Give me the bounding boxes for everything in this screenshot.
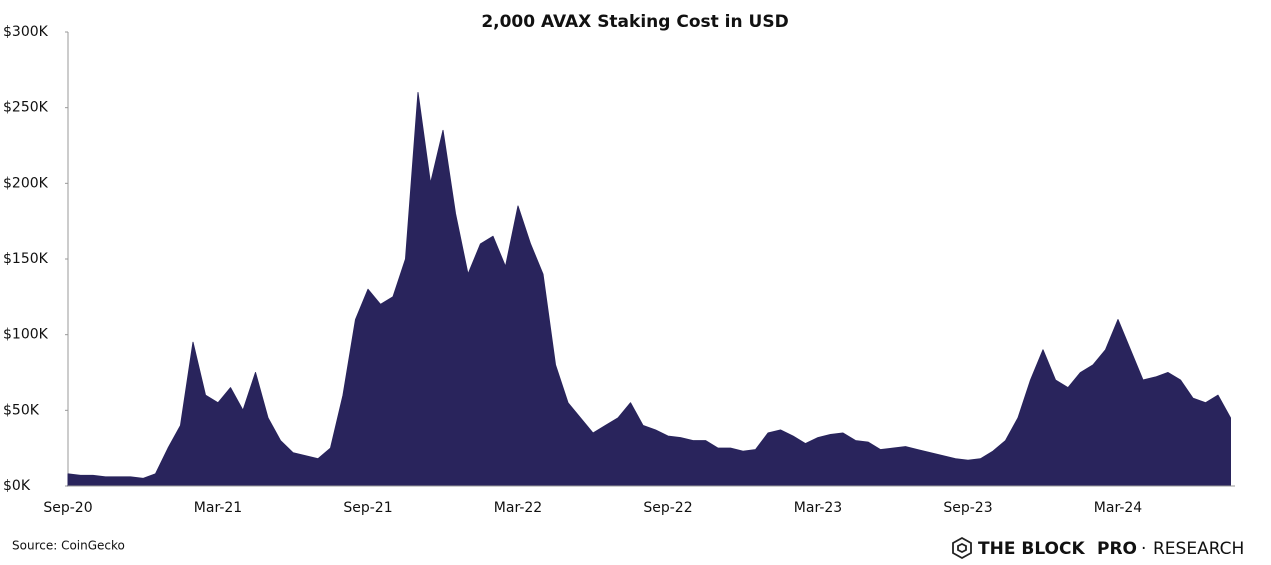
brand-dot: · (1141, 539, 1146, 559)
x-tick-label: Mar-21 (194, 500, 242, 516)
brand-name: THE BLOCK (978, 539, 1085, 559)
brand-research: RESEARCH (1153, 539, 1244, 559)
x-tick-label: Mar-22 (494, 500, 542, 516)
y-tick-label: $150K (3, 251, 49, 267)
y-tick-label: $250K (3, 100, 49, 116)
brand-icon (952, 536, 972, 560)
y-tick-label: $200K (3, 175, 49, 191)
y-tick-label: $0K (3, 478, 31, 494)
y-tick-label: $100K (3, 327, 49, 343)
x-tick-label: Sep-21 (343, 500, 392, 516)
brand-logo: THE BLOCK PRO · RESEARCH (952, 536, 1244, 560)
brand-pro: PRO (1097, 539, 1137, 559)
y-tick-label: $300K (3, 24, 49, 40)
x-tick-label: Sep-22 (643, 500, 692, 516)
x-tick-label: Sep-23 (943, 500, 992, 516)
area (67, 92, 1231, 487)
x-tick-label: Mar-24 (1094, 500, 1142, 516)
x-tick-label: Sep-20 (43, 500, 92, 516)
x-tick-label: Mar-23 (794, 500, 842, 516)
y-tick-label: $50K (3, 402, 40, 418)
source-note: Source: CoinGecko (12, 539, 125, 553)
chart-title: 2,000 AVAX Staking Cost in USD (481, 12, 788, 32)
